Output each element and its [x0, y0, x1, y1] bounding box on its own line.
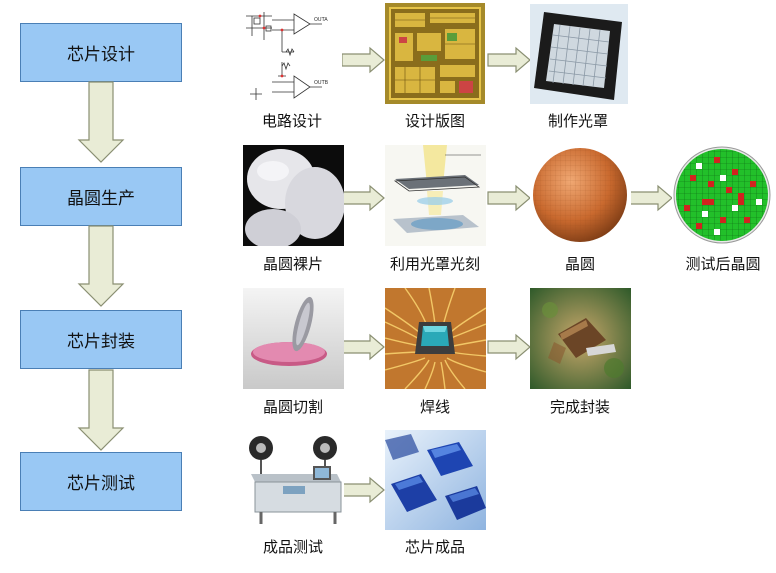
caption-finished-chip: 芯片成品	[404, 538, 465, 556]
test-machine-image	[243, 430, 344, 530]
right-arrow	[341, 185, 385, 211]
wafer-image	[530, 145, 631, 246]
right-arrow	[487, 185, 531, 211]
finished-chip-image	[385, 430, 486, 530]
stage-label: 晶圆生产	[67, 189, 135, 209]
down-arrow	[78, 81, 124, 163]
right-arrow	[629, 185, 673, 211]
chip-layout-image	[385, 3, 485, 104]
caption-tested-wafer: 测试后晶圆	[685, 255, 761, 273]
caption-bare-wafer: 晶圆裸片	[262, 255, 323, 273]
right-arrow	[341, 47, 385, 73]
schematic-out-label: OUTA	[314, 17, 328, 23]
wire-bonding-image	[385, 288, 486, 389]
schematic-out-label: OUTB	[314, 80, 329, 86]
lithography-image	[385, 145, 486, 246]
stage-label: 芯片封装	[67, 332, 135, 352]
stage-label: 芯片测试	[67, 474, 135, 494]
down-arrow	[78, 369, 124, 451]
tested-wafer-map-image	[672, 145, 773, 246]
circuit-schematic-image: OUTA OUTB	[242, 6, 342, 106]
caption-wafer-dicing: 晶圆切割	[262, 398, 323, 416]
photomask-image	[530, 4, 628, 104]
caption-wafer: 晶圆	[564, 255, 595, 273]
caption-wire-bonding: 焊线	[419, 398, 450, 416]
packaged-chip-image	[530, 288, 631, 389]
stage-chip-testing: 芯片测试	[20, 452, 182, 511]
caption-lithography: 利用光罩光刻	[389, 255, 480, 273]
caption-product-test: 成品测试	[262, 538, 323, 556]
caption-make-mask: 制作光罩	[547, 112, 608, 130]
bare-wafer-image	[243, 145, 344, 246]
down-arrow	[78, 225, 124, 307]
right-arrow	[487, 334, 531, 360]
right-arrow	[341, 334, 385, 360]
caption-packaged: 完成封装	[549, 398, 610, 416]
stage-label: 芯片设计	[67, 45, 135, 65]
stage-chip-packaging: 芯片封装	[20, 310, 182, 369]
caption-circuit-design: 电路设计	[261, 112, 322, 130]
stage-chip-design: 芯片设计	[20, 23, 182, 82]
wafer-dicing-image	[243, 288, 344, 389]
right-arrow	[341, 477, 385, 503]
right-arrow	[487, 47, 531, 73]
caption-layout-design: 设计版图	[404, 112, 465, 130]
